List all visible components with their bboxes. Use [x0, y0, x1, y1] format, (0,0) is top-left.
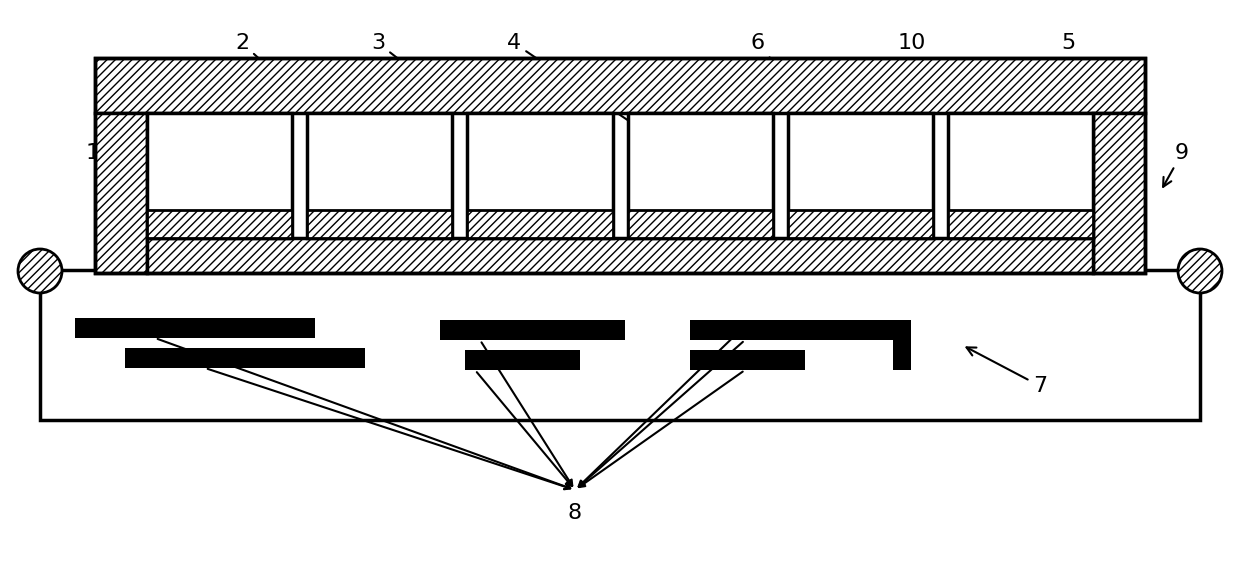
Bar — [893, 320, 911, 370]
Text: 10: 10 — [898, 33, 932, 86]
Bar — [76, 318, 315, 338]
Bar — [467, 210, 612, 238]
Bar — [690, 350, 805, 370]
Bar — [95, 58, 1145, 113]
Bar — [467, 113, 612, 238]
Bar — [1093, 113, 1145, 273]
Text: 7: 7 — [966, 348, 1047, 396]
Bar — [125, 348, 366, 368]
Bar — [147, 113, 292, 238]
Text: 3: 3 — [370, 33, 536, 166]
Bar — [147, 238, 1093, 273]
Bar — [948, 210, 1093, 238]
Text: 5: 5 — [1021, 33, 1075, 165]
Bar — [147, 210, 292, 238]
Bar — [95, 58, 1145, 273]
Bar — [440, 320, 624, 340]
Text: 4: 4 — [507, 33, 696, 166]
Bar — [40, 270, 1201, 420]
Bar — [948, 113, 1093, 238]
Circle shape — [1178, 249, 1222, 293]
Circle shape — [19, 249, 62, 293]
Text: 1: 1 — [85, 143, 214, 172]
Bar — [307, 113, 452, 238]
Bar — [95, 113, 147, 273]
Bar — [690, 320, 895, 340]
Text: 2: 2 — [235, 33, 375, 166]
Bar — [627, 113, 773, 238]
Text: 9: 9 — [1163, 143, 1189, 187]
Text: 8: 8 — [567, 503, 582, 523]
Bar — [465, 350, 580, 370]
Bar — [307, 210, 452, 238]
Text: 6: 6 — [751, 33, 857, 165]
Bar — [788, 210, 933, 238]
Bar — [788, 113, 933, 238]
Bar — [627, 210, 773, 238]
